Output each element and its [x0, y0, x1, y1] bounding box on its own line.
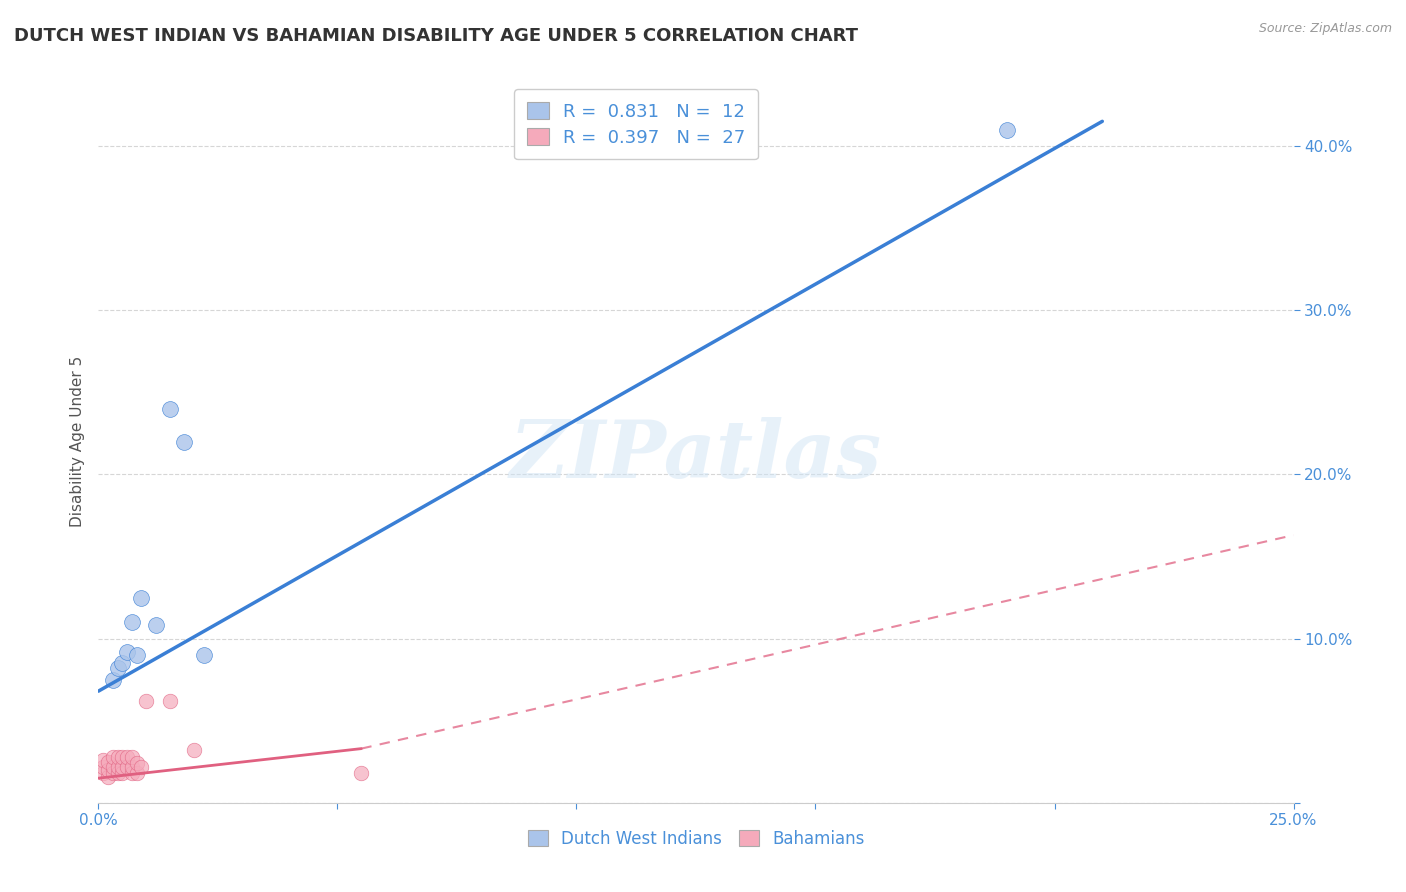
Point	[107, 661, 129, 675]
Point	[101, 766, 124, 780]
Point	[125, 756, 148, 771]
Point	[101, 749, 124, 764]
Point	[121, 615, 143, 630]
Text: Source: ZipAtlas.com: Source: ZipAtlas.com	[1258, 22, 1392, 36]
Point	[131, 591, 153, 605]
Point	[135, 694, 157, 708]
Point	[121, 766, 143, 780]
Legend: Dutch West Indians, Bahamians: Dutch West Indians, Bahamians	[516, 818, 876, 860]
Point	[101, 760, 124, 774]
Point	[91, 766, 114, 780]
Point	[115, 749, 138, 764]
Y-axis label: Disability Age Under 5: Disability Age Under 5	[69, 356, 84, 527]
Point	[97, 770, 120, 784]
Point	[91, 760, 114, 774]
Point	[97, 763, 120, 777]
Point	[131, 760, 153, 774]
Point	[107, 760, 129, 774]
Text: ZIPatlas: ZIPatlas	[510, 417, 882, 495]
Point	[111, 760, 134, 774]
Point	[145, 618, 167, 632]
Point	[193, 648, 215, 662]
Point	[350, 766, 373, 780]
Point	[173, 434, 195, 449]
Point	[115, 760, 138, 774]
Point	[111, 749, 134, 764]
Point	[107, 766, 129, 780]
Point	[91, 753, 114, 767]
Point	[995, 122, 1018, 136]
Point	[159, 401, 181, 416]
Point	[111, 657, 134, 671]
Point	[97, 755, 120, 769]
Point	[125, 648, 148, 662]
Text: DUTCH WEST INDIAN VS BAHAMIAN DISABILITY AGE UNDER 5 CORRELATION CHART: DUTCH WEST INDIAN VS BAHAMIAN DISABILITY…	[14, 27, 858, 45]
Point	[101, 673, 124, 687]
Point	[121, 749, 143, 764]
Point	[125, 766, 148, 780]
Point	[115, 645, 138, 659]
Point	[121, 760, 143, 774]
Point	[111, 766, 134, 780]
Point	[159, 694, 181, 708]
Point	[107, 749, 129, 764]
Point	[183, 743, 205, 757]
